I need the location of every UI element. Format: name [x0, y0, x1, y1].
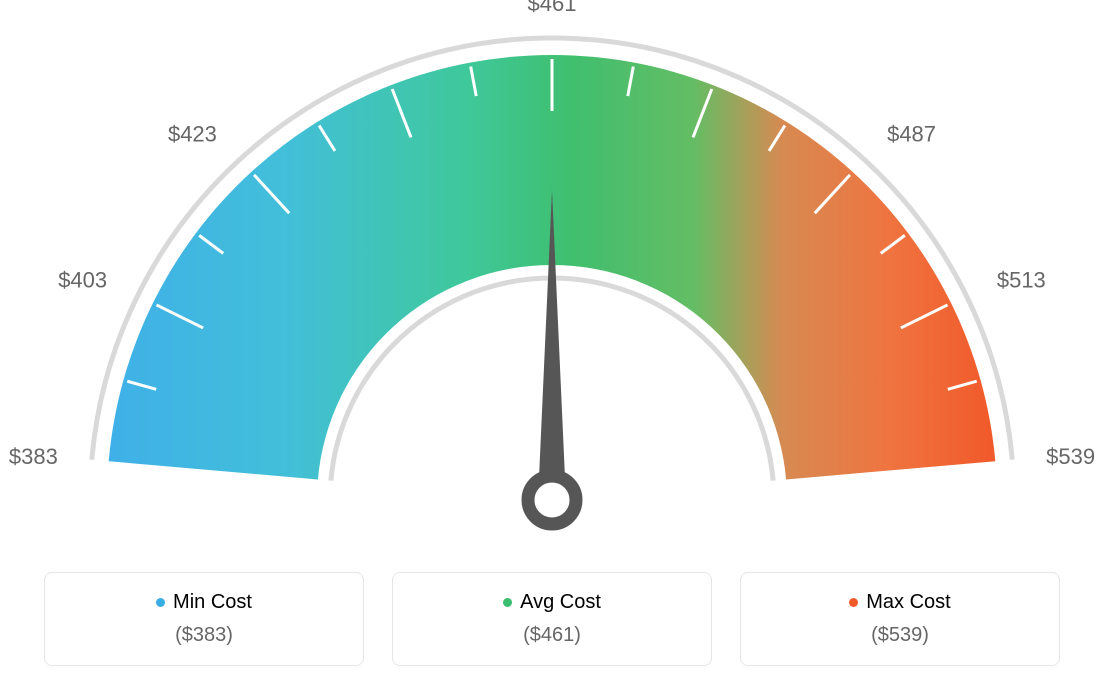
dot-icon	[503, 598, 512, 607]
legend-title-max: Max Cost	[849, 591, 950, 614]
legend-card-min: Min Cost ($383)	[44, 572, 364, 666]
dot-icon	[849, 598, 858, 607]
gauge-hub	[528, 476, 576, 524]
gauge-tick-label: $461	[528, 0, 577, 16]
legend-row: Min Cost ($383) Avg Cost ($461) Max Cost…	[0, 560, 1104, 666]
gauge-tick-label: $487	[887, 121, 936, 146]
legend-min-value: ($383)	[57, 624, 351, 647]
dot-icon	[156, 598, 165, 607]
legend-avg-value: ($461)	[405, 624, 699, 647]
cost-gauge: $383 $403 $423 $461 $487 $513 $539	[0, 0, 1104, 560]
gauge-tick-label: $403	[58, 268, 107, 293]
legend-max-value: ($539)	[753, 624, 1047, 647]
gauge-tick-label: $539	[1046, 444, 1095, 469]
legend-title-min: Min Cost	[156, 591, 252, 614]
legend-title-avg: Avg Cost	[503, 591, 601, 614]
legend-min-label: Min Cost	[173, 591, 252, 614]
legend-card-avg: Avg Cost ($461)	[392, 572, 712, 666]
gauge-tick-label: $423	[168, 121, 217, 146]
legend-avg-label: Avg Cost	[520, 591, 601, 614]
gauge-tick-label: $513	[997, 268, 1046, 293]
legend-max-label: Max Cost	[866, 591, 950, 614]
gauge-svg: $383 $403 $423 $461 $487 $513 $539	[0, 0, 1104, 560]
legend-card-max: Max Cost ($539)	[740, 572, 1060, 666]
gauge-tick-label: $383	[9, 444, 58, 469]
